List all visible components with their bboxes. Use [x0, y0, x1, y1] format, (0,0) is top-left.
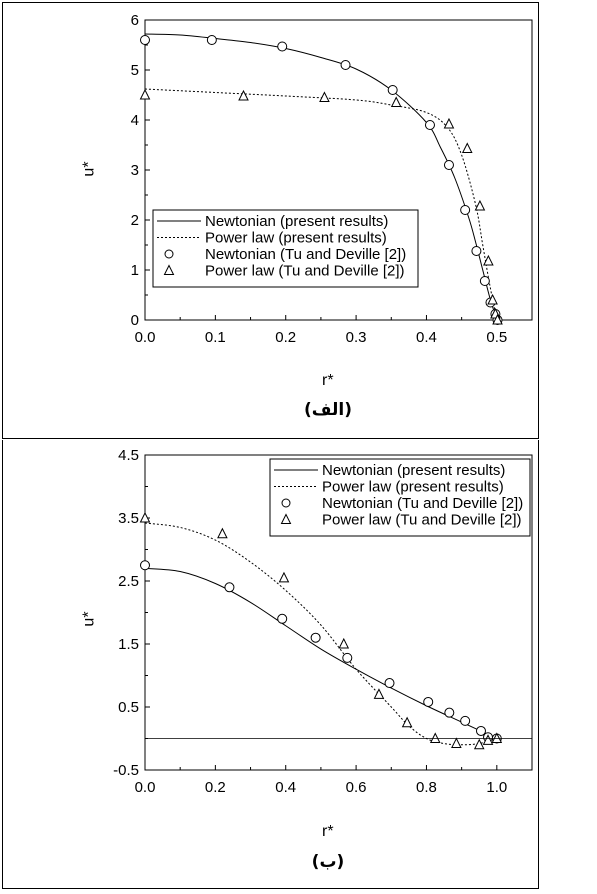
chart-a-powerlaw-point — [487, 293, 498, 305]
chart-a-powerlaw-point — [483, 254, 494, 266]
chart-a-ytick-label: 4 — [131, 112, 139, 129]
chart-a-newtonian-point — [277, 41, 288, 52]
chart-b-newtonian-point — [224, 582, 235, 593]
chart-b-ytick-label: 1.5 — [118, 636, 139, 653]
chart-b-newtonian-point — [140, 560, 150, 571]
chart-a-ytick-label: 2 — [131, 212, 139, 229]
chart-a-xtick-label: 0.5 — [486, 329, 507, 346]
chart-a-legend-label: Newtonian (Tu and Deville [2]) — [205, 246, 406, 263]
chart-a-ytick-label: 3 — [131, 162, 139, 179]
chart-a-powerlaw-point — [238, 89, 249, 101]
chart-b-legend-circle-swatch — [281, 498, 291, 508]
chart-b-xtick-label: 1.0 — [486, 779, 507, 796]
chart-b-ytick-label: 3.5 — [118, 510, 139, 527]
chart-a-legend — [152, 209, 419, 288]
chart-b-legend-label: Power law (present results) — [322, 479, 504, 496]
chart-b-series-newtonian-line — [144, 567, 498, 739]
chart-b-xtick-label: 0.0 — [135, 779, 156, 796]
chart-b-xtick-label: 0.6 — [346, 779, 367, 796]
chart-a-powerlaw-point — [474, 199, 486, 211]
chart-b-newtonian-point — [423, 696, 434, 707]
chart-a-powerlaw-point — [443, 117, 455, 129]
chart-a-newtonian-point — [460, 205, 471, 215]
chart-a-ytick-label: 0 — [131, 312, 139, 329]
chart-b-newtonian-point — [444, 707, 455, 718]
chart-a-legend-circle-swatch — [164, 249, 174, 259]
chart-a-newtonian-point — [479, 276, 490, 286]
chart-b-xlabel: r* — [322, 823, 334, 840]
chart-b-powerlaw-point — [491, 732, 503, 743]
chart-a-powerlaw-point — [139, 88, 151, 100]
chart-b-caption: (ب) — [311, 852, 345, 872]
chart-a-legend-label: Power law (present results) — [205, 230, 387, 247]
chart-b-powerlaw-point — [278, 571, 290, 583]
chart-a-xtick-label: 0.2 — [275, 329, 296, 346]
chart-b-powerlaw-point — [217, 527, 228, 539]
chart-b-newtonian-point — [310, 632, 321, 643]
chart-b-ytick-label: 0.5 — [118, 699, 139, 716]
chart-b-ylabel: u* — [80, 611, 98, 627]
chart-b-newtonian-point — [342, 652, 353, 663]
chart-a-newtonian-point — [206, 35, 217, 45]
chart-a-series-newtonian-line — [144, 33, 498, 321]
chart-b-newtonian-point — [277, 613, 288, 624]
chart-b-newtonian-point — [475, 725, 486, 736]
chart-b-legend — [269, 458, 531, 537]
chart-b-series-powerlaw-line — [144, 522, 497, 746]
chart-a-newtonian-point — [471, 246, 482, 256]
chart-b-powerlaw-point — [473, 738, 485, 750]
chart-b-newtonian-point — [384, 678, 395, 689]
chart-a-newtonian-point — [424, 120, 435, 130]
chart-a-powerlaw-point — [390, 96, 402, 107]
chart-b-ytick-label: 4.5 — [118, 447, 139, 464]
chart-b-powerlaw-point — [139, 511, 151, 523]
chart-b-xtick-label: 0.8 — [416, 779, 437, 796]
chart-a-legend-label: Newtonian (present results) — [205, 213, 388, 230]
chart-b-powerlaw-point — [338, 637, 350, 649]
chart-a-legend-label: Power law (Tu and Deville [2]) — [205, 263, 405, 280]
chart-b-legend-triangle-swatch — [280, 513, 292, 524]
chart-a-xtick-label: 0.1 — [205, 329, 226, 346]
chart-a-powerlaw-point — [492, 313, 503, 325]
chart-b-powerlaw-point — [401, 716, 413, 728]
chart-a-xtick-label: 0.4 — [416, 329, 437, 346]
chart-a-ytick-label: 5 — [131, 62, 139, 79]
chart-a-xtick-label: 0.3 — [346, 329, 367, 346]
chart-b-newtonian-point — [460, 715, 471, 726]
chart-a-ytick-label: 6 — [131, 12, 139, 29]
chart-a-newtonian-point — [340, 60, 351, 70]
chart-a-ytick-label: 1 — [131, 262, 139, 279]
chart-a-legend-triangle-swatch — [163, 264, 175, 275]
chart-b-xtick-label: 0.4 — [275, 779, 296, 796]
chart-a-caption: (الف) — [303, 400, 353, 420]
chart-b-powerlaw-point — [429, 732, 441, 743]
chart-b-powerlaw-point — [373, 688, 385, 699]
chart-a-powerlaw-point — [461, 142, 473, 153]
chart-a-newtonian-point — [443, 160, 454, 170]
chart-a-newtonian-point — [140, 35, 150, 45]
chart-b-powerlaw-point — [451, 737, 462, 749]
chart-b-powerlaw-point — [482, 734, 494, 745]
chart-a-series-powerlaw-line — [144, 88, 498, 321]
chart-b-legend-label: Newtonian (Tu and Deville [2]) — [322, 495, 523, 512]
chart-a-xtick-label: 0.0 — [135, 329, 156, 346]
chart-a-xlabel: r* — [322, 372, 334, 389]
chart-a-powerlaw-point — [319, 91, 330, 102]
chart-a-ylabel: u* — [80, 161, 98, 177]
chart-b-legend-label: Power law (Tu and Deville [2]) — [322, 512, 522, 529]
chart-b-xtick-label: 0.2 — [205, 779, 226, 796]
chart-a-newtonian-point — [387, 85, 398, 95]
chart-b-legend-label: Newtonian (present results) — [322, 462, 505, 479]
chart-b-ytick-label: 2.5 — [118, 573, 139, 590]
chart-b-ytick-label: -0.5 — [113, 762, 139, 779]
